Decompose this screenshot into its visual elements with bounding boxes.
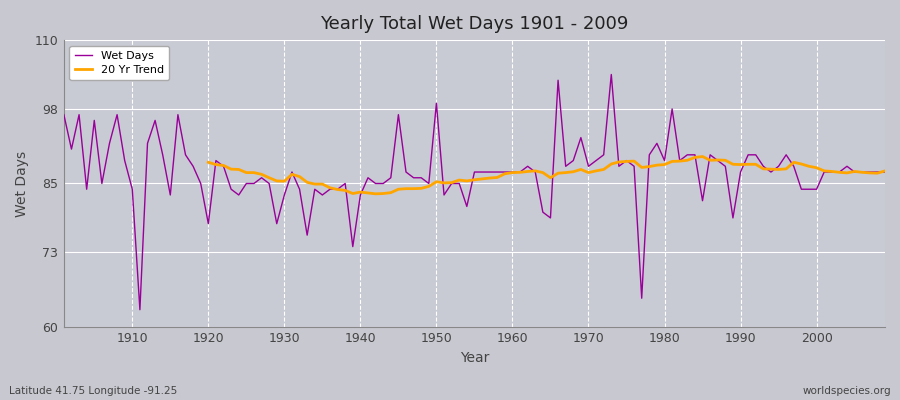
- 20 Yr Trend: [879, 168, 890, 173]
- Wet Days: [134, 307, 145, 312]
- 20 Yr Trend: [864, 170, 875, 175]
- 20 Yr Trend: [202, 160, 213, 165]
- Wet Days: [120, 158, 130, 163]
- Wet Days: [294, 187, 305, 192]
- Title: Yearly Total Wet Days 1901 - 2009: Yearly Total Wet Days 1901 - 2009: [320, 15, 628, 33]
- 20 Yr Trend: [416, 186, 427, 191]
- 20 Yr Trend: [796, 162, 806, 166]
- Line: 20 Yr Trend: 20 Yr Trend: [208, 156, 885, 194]
- Wet Days: [606, 72, 616, 77]
- Wet Days: [340, 181, 351, 186]
- X-axis label: Year: Year: [460, 351, 489, 365]
- Wet Days: [879, 170, 890, 174]
- Line: Wet Days: Wet Days: [64, 74, 885, 310]
- 20 Yr Trend: [781, 166, 792, 171]
- 20 Yr Trend: [682, 158, 693, 163]
- Wet Days: [507, 170, 517, 174]
- Wet Days: [614, 164, 625, 169]
- Wet Days: [515, 170, 526, 174]
- Text: worldspecies.org: worldspecies.org: [803, 386, 891, 396]
- Text: Latitude 41.75 Longitude -91.25: Latitude 41.75 Longitude -91.25: [9, 386, 177, 396]
- Legend: Wet Days, 20 Yr Trend: Wet Days, 20 Yr Trend: [69, 46, 169, 80]
- Y-axis label: Wet Days: Wet Days: [15, 150, 29, 216]
- 20 Yr Trend: [698, 154, 708, 159]
- Wet Days: [58, 112, 69, 117]
- 20 Yr Trend: [294, 174, 305, 179]
- 20 Yr Trend: [370, 192, 381, 196]
